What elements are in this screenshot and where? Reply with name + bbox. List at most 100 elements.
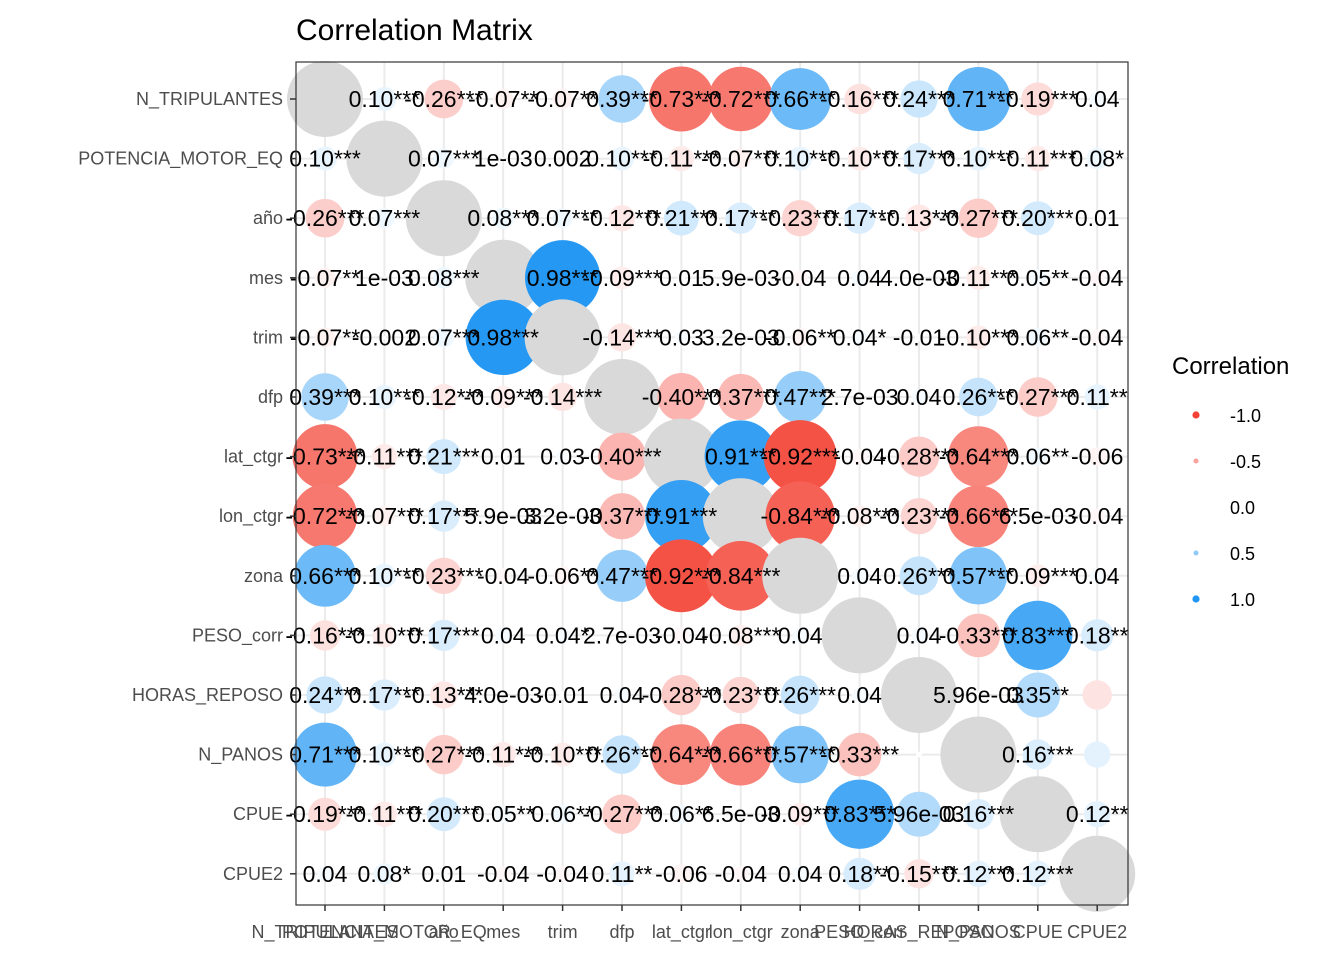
- cell-value-label: 0.24***: [289, 682, 361, 708]
- correlation-circle: [598, 493, 646, 540]
- cell-value-label: 0.71***: [289, 742, 361, 768]
- cell-value-label: 5.96e-03: [933, 682, 1024, 708]
- correlation-circle: [857, 395, 862, 399]
- diagonal-circle: [762, 537, 839, 614]
- legend-label: 0.5: [1230, 544, 1255, 564]
- cell-value-label: -0.19***: [998, 86, 1077, 112]
- correlation-circle: [708, 66, 774, 132]
- correlation-circle: [774, 370, 827, 424]
- correlation-circle: [738, 335, 743, 340]
- correlation-circle: [495, 568, 511, 584]
- cell-value-label: -0.15***: [879, 861, 958, 887]
- correlation-circle: [372, 384, 397, 410]
- cell-value-label: 0.06**: [650, 801, 713, 827]
- x-tick-label: PESO_corr: [814, 922, 905, 943]
- correlation-circle: [1089, 568, 1105, 584]
- cell-value-label: -0.14***: [523, 384, 602, 410]
- cell-value-label: 0.04: [778, 861, 823, 887]
- correlation-circle: [705, 540, 776, 611]
- correlation-circle: [555, 627, 571, 644]
- cell-value-label: -0.28***: [879, 444, 958, 470]
- correlation-circle: [1089, 508, 1105, 524]
- cell-value-label: 0.17***: [883, 146, 955, 172]
- correlation-circle: [648, 66, 714, 132]
- cell-value-label: -0.10***: [523, 742, 602, 768]
- correlation-circle: [792, 866, 808, 882]
- cell-value-label: -0.64***: [939, 444, 1018, 470]
- x-tick-label: N_PANOS: [936, 922, 1021, 943]
- cell-value-label: -0.06**: [527, 563, 597, 589]
- legend-key: [1193, 458, 1199, 464]
- correlation-circle: [372, 86, 397, 112]
- legend-key: [1192, 411, 1200, 419]
- correlation-circle: [433, 327, 454, 348]
- correlation-circle: [424, 734, 464, 775]
- cell-value-label: 0.03: [659, 324, 704, 350]
- y-tick-label: HORAS_REPOSO: [132, 685, 283, 706]
- correlation-circle: [651, 724, 712, 785]
- correlation-circle: [558, 691, 567, 699]
- y-tick-label: lon_ctgr: [219, 506, 283, 527]
- correlation-circle: [704, 420, 778, 493]
- cell-value-label: -0.06: [655, 861, 707, 887]
- correlation-circle: [1089, 329, 1105, 345]
- cell-value-label: -0.66***: [939, 503, 1018, 529]
- cell-value-label: 0.24***: [883, 86, 955, 112]
- cell-value-label: 0.04: [837, 563, 882, 589]
- correlation-circle: [555, 866, 571, 882]
- cell-value-label: -0.09***: [998, 563, 1077, 589]
- correlation-circle: [733, 866, 749, 882]
- cell-value-label: -0.23***: [879, 503, 958, 529]
- diagonal-circle: [584, 359, 660, 435]
- correlation-circle: [965, 860, 992, 887]
- correlation-circle: [1003, 600, 1073, 671]
- x-tick-label: lon_ctgr: [709, 922, 773, 943]
- y-tick-label: mes: [249, 268, 283, 288]
- cell-value-label: -0.04: [833, 444, 886, 470]
- cell-value-label: -0.04: [1071, 265, 1124, 291]
- correlation-circle: [312, 146, 338, 171]
- correlation-circle: [947, 485, 1010, 548]
- correlation-circle: [1020, 201, 1055, 236]
- correlation-circle: [1084, 801, 1111, 828]
- cell-value-label: 0.04: [837, 265, 882, 291]
- cell-value-label: 1e-03: [355, 265, 414, 291]
- correlation-circle: [553, 566, 572, 586]
- correlation-circle: [792, 627, 808, 644]
- correlation-circle: [382, 335, 387, 340]
- correlation-circle: [824, 779, 895, 849]
- cell-value-label: -0.19***: [285, 801, 364, 827]
- correlation-circle: [674, 330, 688, 344]
- correlation-circle: [306, 676, 344, 714]
- cell-value-label: 0.57***: [764, 742, 836, 768]
- cell-value-label: 3.2e-03: [702, 324, 780, 350]
- cell-value-label: -0.27***: [998, 384, 1077, 410]
- cell-value-label: -0.10***: [345, 622, 424, 648]
- cell-value-label: -0.10***: [939, 324, 1018, 350]
- cell-value-label: -0.27***: [582, 801, 661, 827]
- cell-value-label: 0.66***: [289, 563, 361, 589]
- cell-value-label: 0.66***: [764, 86, 836, 112]
- diagonal-circle: [524, 299, 601, 376]
- cell-value-label: 0.08***: [467, 205, 539, 231]
- correlation-circle: [663, 200, 699, 236]
- x-tick-label: trim: [548, 922, 578, 942]
- cell-value-label: 2.7e-03: [583, 622, 661, 648]
- correlation-circle: [495, 866, 511, 882]
- correlation-circle: [465, 299, 541, 376]
- cell-value-label: 4.0e-03: [880, 265, 958, 291]
- correlation-circle: [948, 426, 1009, 487]
- cell-value-label: -0.16***: [820, 86, 899, 112]
- cell-value-label: 5.9e-03: [702, 265, 780, 291]
- cell-value-label: 0.002: [534, 146, 592, 172]
- cell-value-label: -0.64***: [642, 742, 721, 768]
- cell-value-label: 0.01: [481, 444, 526, 470]
- cell-value-label: 3.2e-03: [524, 503, 602, 529]
- cell-value-label: 0.20***: [408, 801, 480, 827]
- correlation-circle: [672, 864, 691, 884]
- cell-value-label: 0.91***: [646, 503, 718, 529]
- correlation-circle: [602, 735, 642, 774]
- cell-value-label: 0.17***: [349, 682, 421, 708]
- cell-value-label: 6.5e-03: [999, 503, 1077, 529]
- correlation-circle: [900, 497, 938, 535]
